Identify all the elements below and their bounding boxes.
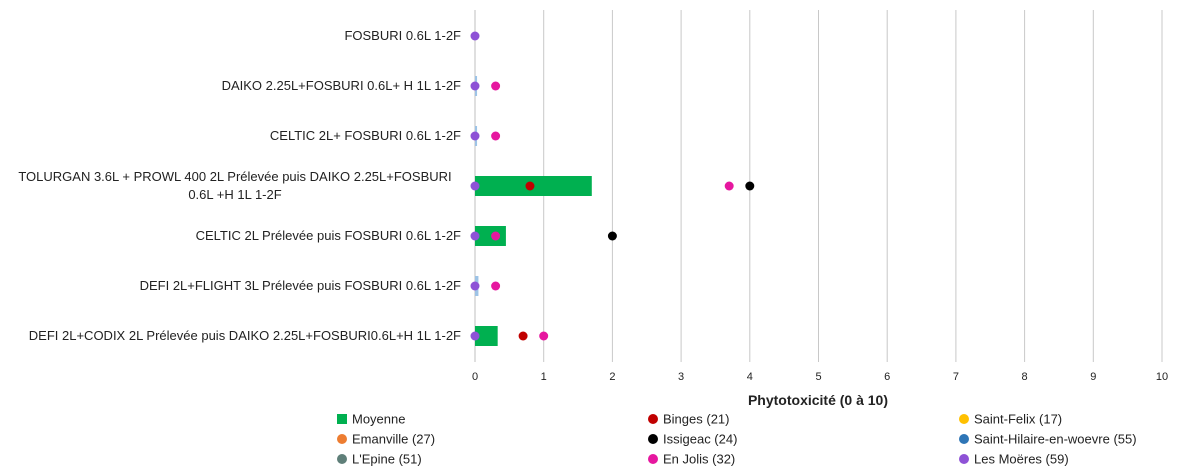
data-point (491, 81, 501, 91)
legend-marker (337, 434, 347, 444)
x-tick-label: 3 (678, 371, 684, 383)
x-tick-label: 4 (747, 371, 753, 383)
data-point (745, 181, 755, 191)
category-label-line: DEFI 2L+FLIGHT 3L Prélevée puis FOSBURI … (140, 278, 461, 293)
legend-marker (648, 454, 658, 464)
x-tick-label: 2 (609, 371, 615, 383)
category-label: DAIKO 2.25L+FOSBURI 0.6L+ H 1L 1-2F (222, 78, 461, 93)
legend-marker (959, 414, 969, 424)
legend-marker (648, 434, 658, 444)
data-point (470, 281, 480, 291)
category-label-line: CELTIC 2L Prélevée puis FOSBURI 0.6L 1-2… (196, 228, 461, 243)
category-label: CELTIC 2L Prélevée puis FOSBURI 0.6L 1-2… (196, 228, 461, 243)
legend-label: Issigeac (24) (663, 432, 737, 447)
data-point (470, 331, 480, 341)
legend-marker (959, 434, 969, 444)
legend-label: Binges (21) (663, 412, 729, 427)
data-point (539, 331, 549, 341)
data-point (724, 181, 734, 191)
bar-moyenne (475, 326, 498, 346)
data-point (470, 81, 480, 91)
x-tick-label: 6 (884, 371, 890, 383)
data-point (525, 181, 535, 191)
legend: Moyenne Binges (21) Saint-Felix (17) Emanvi… (337, 412, 1137, 467)
category-label-line: DAIKO 2.25L+FOSBURI 0.6L+ H 1L 1-2F (222, 78, 461, 93)
x-tick-label: 8 (1022, 371, 1028, 383)
legend-label: Emanville (27) (352, 432, 435, 447)
x-tick-label: 9 (1090, 371, 1096, 383)
legend-label: Saint-Hilaire-en-woevre (55) (974, 432, 1137, 447)
legend-marker (959, 454, 969, 464)
data-point (491, 231, 501, 241)
data-point (491, 131, 501, 141)
category-label: DEFI 2L+FLIGHT 3L Prélevée puis FOSBURI … (140, 278, 461, 293)
x-axis-title: Phytotoxicité (0 à 10) (748, 392, 888, 408)
category-label: TOLURGAN 3.6L + PROWL 400 2L Prélevée pu… (18, 169, 451, 202)
data-point (607, 231, 617, 241)
legend-marker (648, 414, 658, 424)
data-point (470, 181, 480, 191)
data-point (491, 281, 501, 291)
category-label: CELTIC 2L+ FOSBURI 0.6L 1-2F (270, 128, 461, 143)
x-tick-label: 7 (953, 371, 959, 383)
x-tick-labels: 0 1 2 3 4 5 6 7 8 9 10 (472, 371, 1168, 383)
category-label: DEFI 2L+CODIX 2L Prélevée puis DAIKO 2.2… (29, 328, 461, 343)
data-points (470, 31, 755, 341)
category-label: FOSBURI 0.6L 1-2F (344, 28, 461, 43)
category-labels: FOSBURI 0.6L 1-2F DAIKO 2.25L+FOSBURI 0.6… (18, 28, 461, 343)
legend-label: Saint-Felix (17) (974, 412, 1062, 427)
legend-marker (337, 454, 347, 464)
data-point (470, 231, 480, 241)
legend-label: L'Epine (51) (352, 452, 422, 467)
category-label-line: 0.6L +H 1L 1-2F (188, 187, 281, 202)
legend-label: En Jolis (32) (663, 452, 735, 467)
category-label-line: CELTIC 2L+ FOSBURI 0.6L 1-2F (270, 128, 461, 143)
x-tick-label: 10 (1156, 371, 1168, 383)
legend-label: Moyenne (352, 412, 405, 427)
category-label-line: DEFI 2L+CODIX 2L Prélevée puis DAIKO 2.2… (29, 328, 461, 343)
x-tick-label: 1 (541, 371, 547, 383)
data-point (470, 131, 480, 141)
x-tick-label: 0 (472, 371, 478, 383)
data-point (518, 331, 528, 341)
legend-marker (337, 414, 347, 424)
bars (475, 76, 592, 346)
data-point (470, 31, 480, 41)
x-tick-label: 5 (815, 371, 821, 383)
category-label-line: TOLURGAN 3.6L + PROWL 400 2L Prélevée pu… (18, 169, 451, 184)
legend-label: Les Moëres (59) (974, 452, 1069, 467)
bar-moyenne (475, 226, 506, 246)
category-label-line: FOSBURI 0.6L 1-2F (344, 28, 461, 43)
